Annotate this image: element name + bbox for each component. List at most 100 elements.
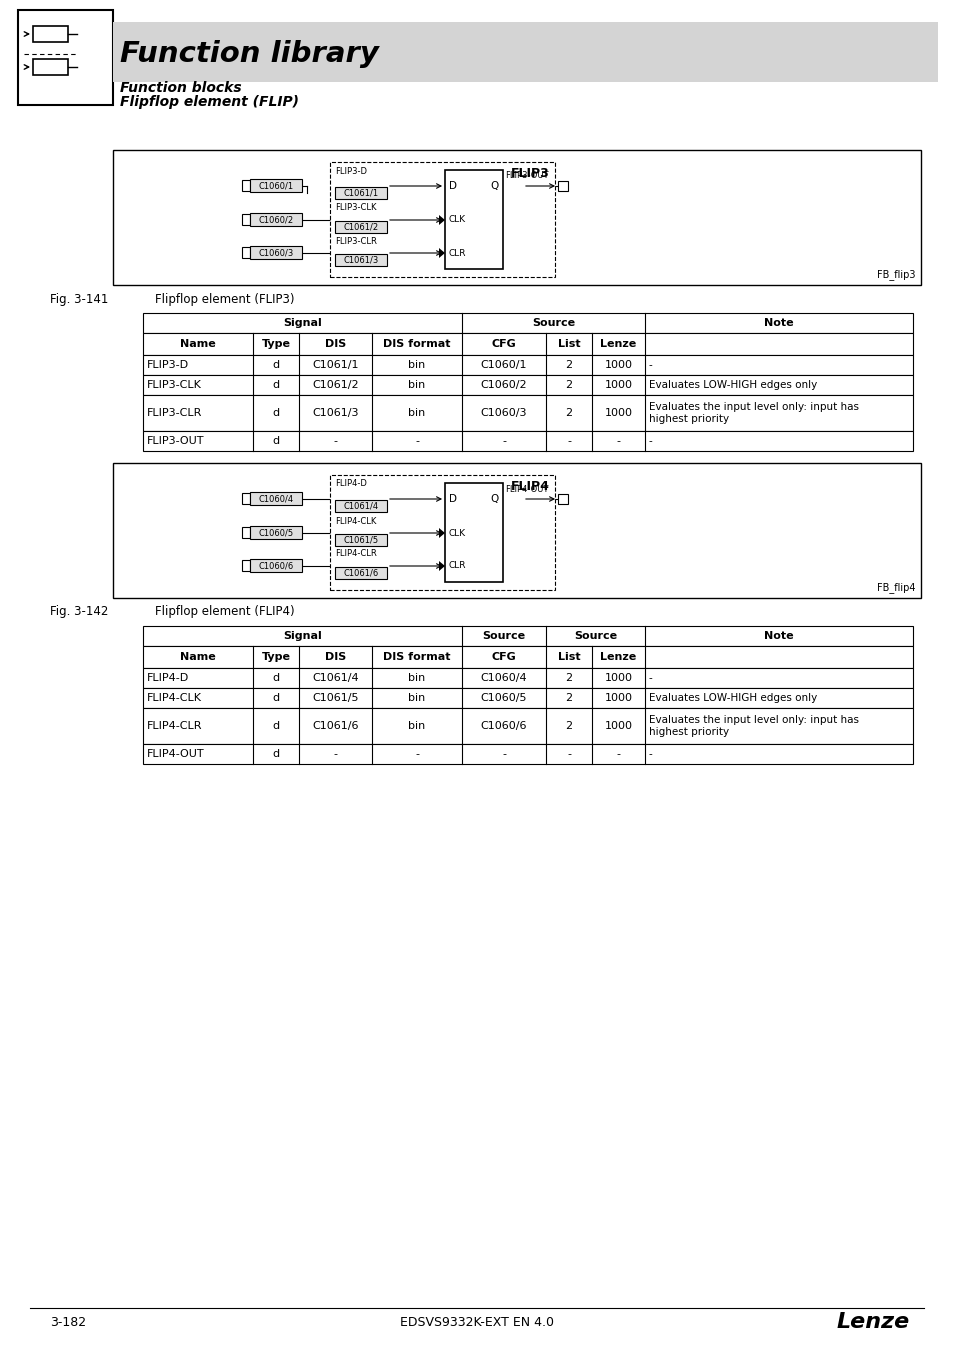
Text: Source: Source	[574, 630, 617, 641]
Text: C1061/5: C1061/5	[343, 536, 378, 544]
Text: 2: 2	[565, 693, 572, 703]
Text: C1060/2: C1060/2	[480, 379, 527, 390]
Text: 3-182: 3-182	[50, 1315, 86, 1328]
Text: FLIP3-CLR: FLIP3-CLR	[147, 408, 202, 418]
Bar	[143, 744, 912, 764]
Text: List: List	[558, 652, 579, 662]
Text: d: d	[273, 749, 279, 759]
Text: 2: 2	[565, 379, 572, 390]
Bar	[143, 313, 912, 333]
Text: bin: bin	[408, 408, 425, 418]
Bar	[112, 150, 920, 285]
Text: C1061/1: C1061/1	[343, 189, 378, 197]
Text: CLR: CLR	[449, 248, 466, 258]
Text: -: -	[648, 674, 652, 683]
Bar	[330, 162, 555, 277]
Text: D: D	[449, 181, 456, 190]
Text: CLR: CLR	[449, 562, 466, 571]
Text: FLIP3-CLR: FLIP3-CLR	[335, 236, 376, 246]
Bar	[18, 9, 112, 105]
Text: 1000: 1000	[604, 721, 632, 730]
Text: Note: Note	[763, 630, 793, 641]
Bar	[242, 493, 250, 504]
Text: C1061/3: C1061/3	[312, 408, 358, 418]
Text: List: List	[558, 339, 579, 350]
Text: Name: Name	[180, 652, 215, 662]
Text: FLIP4-D: FLIP4-D	[335, 479, 367, 489]
Text: C1060/5: C1060/5	[258, 528, 294, 537]
Text: Evaluates LOW-HIGH edges only: Evaluates LOW-HIGH edges only	[648, 379, 817, 390]
Text: Source: Source	[532, 319, 575, 328]
Text: Lenze: Lenze	[599, 652, 636, 662]
Bar	[335, 567, 387, 579]
Text: Function blocks: Function blocks	[120, 81, 241, 95]
Text: d: d	[273, 693, 279, 703]
Text: 2: 2	[565, 360, 572, 370]
Text: -: -	[648, 436, 652, 446]
Text: C1061/1: C1061/1	[312, 360, 358, 370]
Text: DIS: DIS	[325, 652, 346, 662]
Text: C1060/5: C1060/5	[480, 693, 527, 703]
Text: FLIP3-D: FLIP3-D	[335, 166, 367, 176]
Text: FLIP4-CLK: FLIP4-CLK	[335, 517, 376, 525]
Text: d: d	[273, 379, 279, 390]
Bar	[335, 221, 387, 234]
Text: FLIP3: FLIP3	[511, 167, 550, 180]
Bar	[143, 626, 912, 647]
Text: -: -	[415, 749, 418, 759]
Bar	[242, 560, 250, 571]
Text: Type: Type	[261, 652, 291, 662]
Text: Fig. 3-142: Fig. 3-142	[50, 606, 109, 618]
Text: -: -	[334, 749, 337, 759]
Text: C1060/6: C1060/6	[480, 721, 527, 730]
Bar	[143, 333, 912, 355]
Text: C1060/4: C1060/4	[480, 674, 527, 683]
Text: d: d	[273, 408, 279, 418]
Text: 1000: 1000	[604, 674, 632, 683]
Text: Flipflop element (FLIP3): Flipflop element (FLIP3)	[154, 293, 294, 305]
Text: FLIP4-OUT: FLIP4-OUT	[504, 485, 548, 494]
Text: CFG: CFG	[491, 652, 516, 662]
Bar	[33, 26, 68, 42]
Bar	[250, 213, 302, 225]
Text: 1000: 1000	[604, 693, 632, 703]
Bar	[335, 500, 387, 512]
Text: D: D	[449, 494, 456, 504]
Text: bin: bin	[408, 721, 425, 730]
Bar	[143, 431, 912, 451]
Text: FLIP4-CLR: FLIP4-CLR	[335, 549, 376, 559]
Text: Flipflop element (FLIP4): Flipflop element (FLIP4)	[154, 606, 294, 618]
Text: FB_flip3: FB_flip3	[877, 269, 915, 279]
Polygon shape	[438, 528, 444, 539]
Text: C1060/2: C1060/2	[258, 216, 294, 224]
Text: 1000: 1000	[604, 408, 632, 418]
Text: Evaluates the input level only: input has: Evaluates the input level only: input ha…	[648, 716, 858, 725]
Text: -: -	[566, 749, 571, 759]
Bar	[335, 535, 387, 545]
Text: -: -	[648, 749, 652, 759]
Bar	[242, 247, 250, 258]
Text: C1060/3: C1060/3	[480, 408, 527, 418]
Text: C1061/2: C1061/2	[343, 223, 378, 231]
Text: d: d	[273, 674, 279, 683]
Text: C1061/5: C1061/5	[312, 693, 358, 703]
Bar	[558, 181, 567, 190]
Text: FLIP4-D: FLIP4-D	[147, 674, 189, 683]
Text: -: -	[616, 436, 619, 446]
Bar	[33, 59, 68, 76]
Text: CFG: CFG	[491, 339, 516, 350]
Text: d: d	[273, 360, 279, 370]
Bar	[444, 170, 502, 269]
Text: C1061/6: C1061/6	[343, 568, 378, 578]
Text: -: -	[334, 436, 337, 446]
Bar	[143, 647, 912, 668]
Text: Evaluates LOW-HIGH edges only: Evaluates LOW-HIGH edges only	[648, 693, 817, 703]
Text: -: -	[501, 436, 505, 446]
Text: Function library: Function library	[120, 40, 378, 68]
Text: d: d	[273, 436, 279, 446]
Text: FLIP3-OUT: FLIP3-OUT	[504, 171, 548, 181]
Bar	[242, 526, 250, 539]
Text: 1000: 1000	[604, 379, 632, 390]
Bar	[250, 180, 302, 192]
Text: 2: 2	[565, 721, 572, 730]
